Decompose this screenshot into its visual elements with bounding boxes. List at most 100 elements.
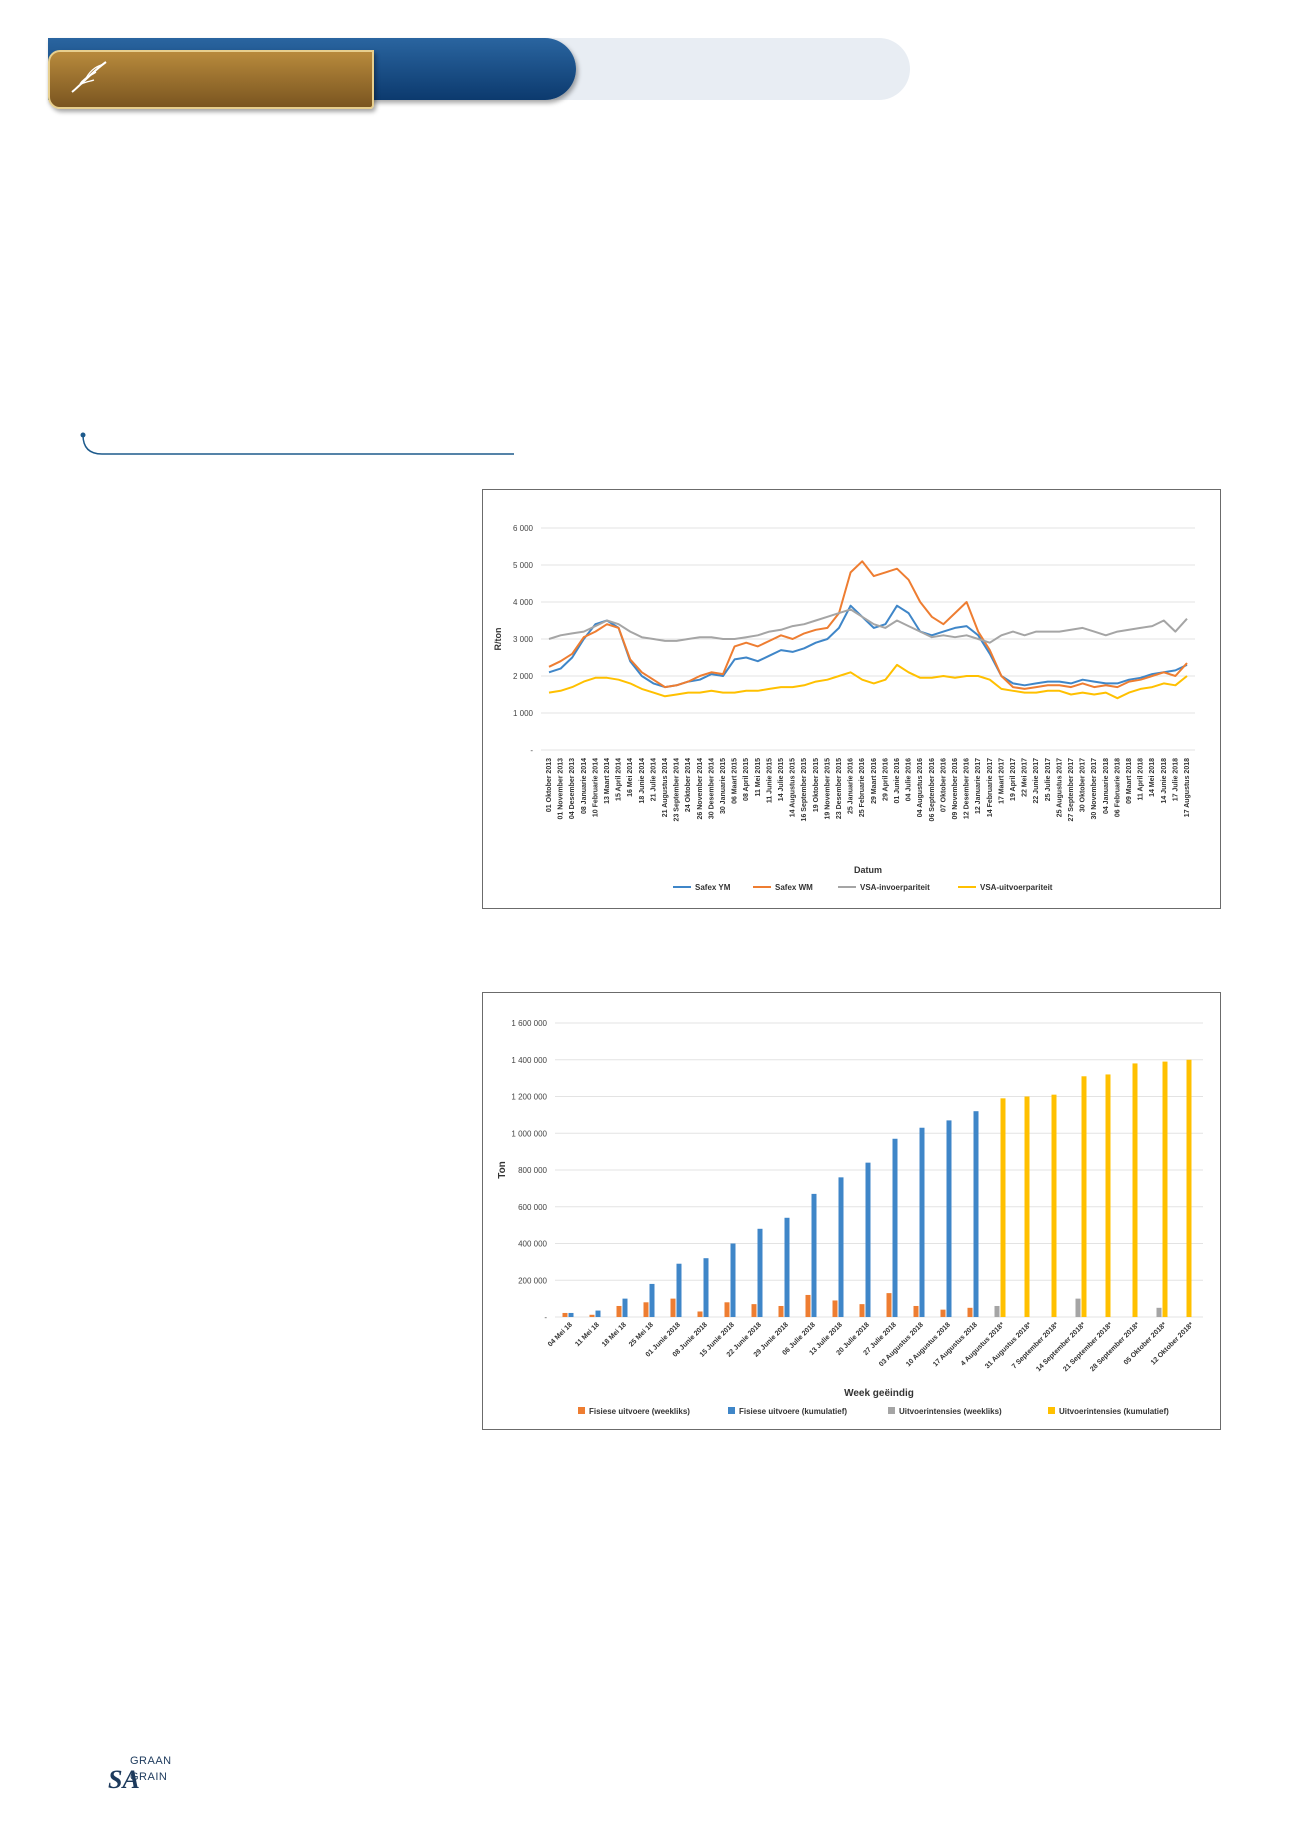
y-tick-label: -	[530, 746, 533, 755]
x-tick-label: 01 November 2013	[558, 758, 565, 820]
series-line	[548, 604, 1188, 689]
export-bar-chart-svg: - 200 000 400 000 600 000 800 000 1 000 000 1 …	[497, 1019, 1203, 1416]
y-tick-label: 3 000	[513, 635, 534, 644]
y-tick-label: -	[544, 1313, 547, 1322]
bar	[973, 1111, 979, 1317]
x-tick-label: 09 Maart 2018	[1126, 758, 1133, 804]
x-tick-label: 27 September 2017	[1068, 758, 1075, 822]
x-tick-label: 19 November 2015	[824, 758, 831, 820]
bar	[616, 1305, 622, 1317]
logo-grain-text: GRAIN	[130, 1771, 168, 1783]
legend-label: Fisiese uitvoere (kumulatief)	[739, 1407, 847, 1416]
bar	[730, 1243, 736, 1317]
bar	[562, 1312, 568, 1317]
x-tick-label: 04 Augustus 2016	[917, 758, 924, 817]
legend-swatch	[888, 1407, 895, 1414]
legend-swatch	[578, 1407, 585, 1414]
bar	[940, 1309, 946, 1317]
x-tick-label: 30 November 2017	[1091, 758, 1098, 820]
legend-label: Safex YM	[695, 883, 731, 892]
x-tick-label: 21 Julie 2014	[650, 758, 657, 801]
x-tick-label: 10 Februarie 2014	[592, 758, 599, 817]
bar	[643, 1302, 649, 1317]
bar	[784, 1217, 790, 1317]
x-tick-label: 17 Julie 2018	[1172, 758, 1179, 801]
bar	[1051, 1094, 1057, 1317]
x-tick-label: 22 Mei 2017	[1022, 758, 1029, 797]
series-line	[548, 608, 1188, 644]
x-tick-label: 24 Oktober 2014	[685, 758, 692, 812]
bar	[1081, 1076, 1087, 1317]
logo-graan-text: GRAAN	[130, 1755, 172, 1767]
bar	[1024, 1096, 1030, 1317]
bar	[1132, 1063, 1138, 1317]
x-tick-label: 12 Januarie 2017	[975, 758, 982, 814]
bar	[757, 1228, 763, 1317]
bar	[865, 1162, 871, 1317]
legend-label: VSA-uitvoerpariteit	[980, 883, 1053, 892]
x-tick-label: 30 Oktober 2017	[1080, 758, 1087, 812]
bar	[994, 1305, 1000, 1317]
legend-label: Fisiese uitvoere (weekliks)	[589, 1407, 690, 1416]
bar	[1162, 1061, 1168, 1317]
y-axis-title: Ton	[497, 1161, 508, 1179]
bar	[919, 1127, 925, 1317]
x-tick-label: 04 Desember 2013	[569, 758, 576, 819]
logo-sa-text: SA	[108, 1765, 140, 1794]
x-tick-label: 18 Junie 2014	[639, 758, 646, 804]
x-tick-label: 14 Julie 2015	[778, 758, 785, 801]
y-tick-label: 1 400 000	[511, 1056, 547, 1065]
x-tick-label: 21 September 2018*	[1062, 1321, 1114, 1373]
x-tick-label: 14 Mei 2018	[1149, 758, 1156, 797]
bar	[886, 1293, 892, 1317]
bar	[724, 1302, 730, 1317]
x-tick-label: 01 Junie 2016	[894, 758, 901, 804]
x-tick-label: 07 Oktober 2016	[940, 758, 947, 812]
bar	[967, 1307, 973, 1317]
x-tick-label: 11 Mei 2015	[755, 758, 762, 797]
bar	[838, 1177, 844, 1317]
legend-label: Uitvoerintensies (weekliks)	[899, 1407, 1002, 1416]
x-tick-label: 16 Mei 2014	[627, 758, 634, 797]
x-tick-label: 11 Junie 2015	[766, 758, 773, 803]
x-tick-label: 25 Augustus 2017	[1056, 758, 1063, 817]
y-tick-label: 800 000	[518, 1166, 547, 1175]
x-tick-label: 26 November 2014	[697, 758, 704, 820]
x-axis-title: Datum	[854, 865, 882, 875]
x-tick-label: 25 Julie 2017	[1045, 758, 1052, 801]
y-tick-label: 200 000	[518, 1276, 547, 1285]
x-tick-label: 08 Januarie 2014	[581, 758, 588, 814]
header-banner-gold	[48, 50, 374, 109]
x-tick-label: 14 Junie 2018	[1161, 758, 1168, 804]
y-tick-label: 600 000	[518, 1203, 547, 1212]
y-tick-label: 2 000	[513, 672, 534, 681]
x-tick-label: 17 Maart 2017	[998, 758, 1005, 804]
y-tick-label: 1 000	[513, 709, 534, 718]
price-line-chart-svg: - 1 000 2 000 3 000 4 000 5 000 6 000 R/ton 01 O…	[493, 524, 1195, 892]
x-tick-label: 11 Mei 18	[574, 1321, 601, 1348]
x-tick-label: 21 Augustus 2014	[662, 758, 669, 817]
x-tick-label: 04 Julie 2016	[906, 758, 913, 801]
x-tick-label: 15 April 2014	[616, 758, 623, 801]
x-tick-label: 14 September 2018*	[1035, 1321, 1087, 1373]
x-tick-label: 19 April 2017	[1010, 758, 1017, 801]
export-bar-chart: - 200 000 400 000 600 000 800 000 1 000 000 1 …	[482, 992, 1221, 1430]
bar	[670, 1298, 676, 1317]
price-line-chart: - 1 000 2 000 3 000 4 000 5 000 6 000 R/ton 01 O…	[482, 489, 1221, 909]
x-tick-label: 25 Mei 18	[628, 1321, 655, 1348]
x-tick-label: 31 Augustus 2018*	[984, 1321, 1033, 1370]
x-tick-label: 01 Oktober 2013	[546, 758, 553, 812]
y-tick-label: 1 200 000	[511, 1093, 547, 1102]
x-tick-label: 30 Januarie 2015	[720, 758, 727, 814]
x-tick-label: 22 Junie 2017	[1033, 758, 1040, 804]
x-tick-label: 16 September 2015	[801, 758, 808, 822]
bar	[1156, 1307, 1162, 1317]
sa-graan-logo: SA GRAAN GRAIN	[108, 1755, 188, 1794]
legend-label: VSA-invoerpariteit	[860, 883, 930, 892]
x-tick-label: 7 September 2018*	[1011, 1321, 1060, 1370]
bar	[892, 1138, 898, 1317]
bar	[622, 1298, 628, 1317]
x-tick-label: 04 Januarie 2018	[1103, 758, 1110, 814]
header-banner-light	[540, 38, 910, 100]
x-tick-label: 25 Januarie 2016	[848, 758, 855, 814]
